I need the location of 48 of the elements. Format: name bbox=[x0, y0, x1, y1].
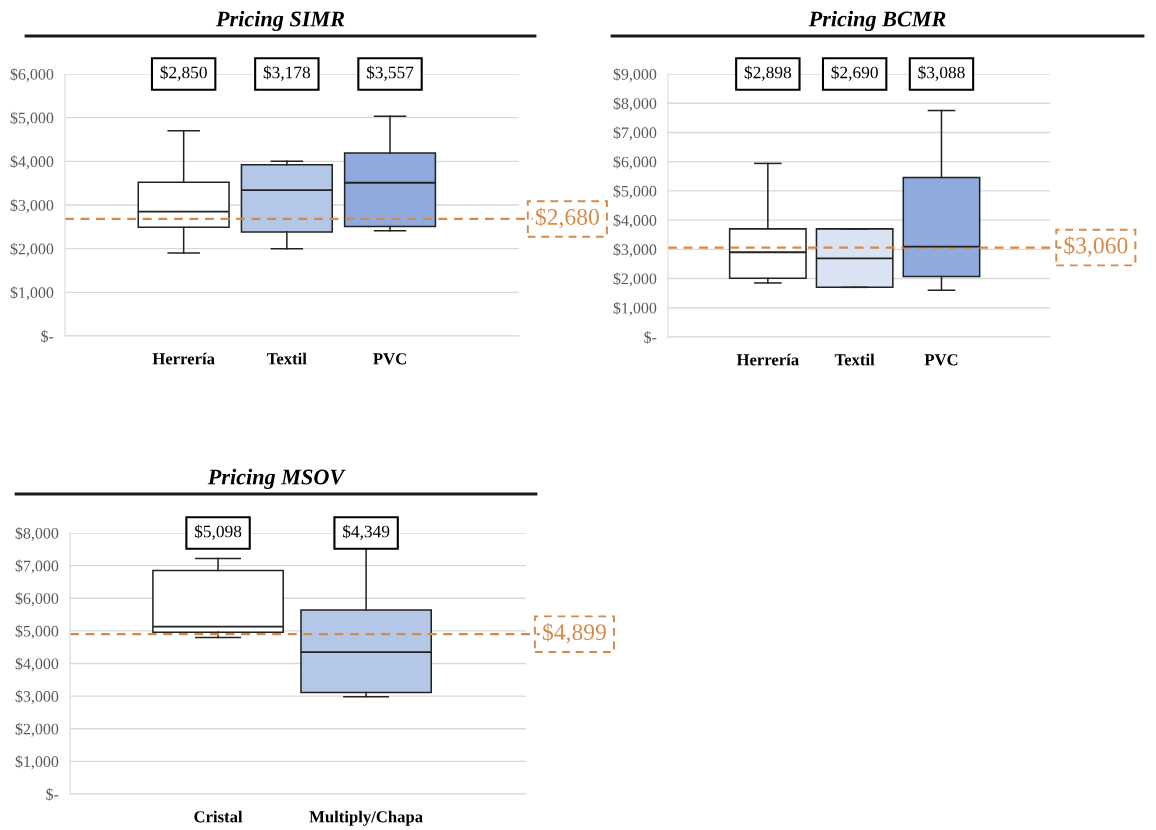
y-tick-label: $3,000 bbox=[10, 198, 54, 213]
y-tick-label: $2,000 bbox=[10, 242, 54, 257]
y-tick-label: $8,000 bbox=[15, 526, 59, 541]
text: $2,850 bbox=[160, 65, 207, 81]
ref-line-label: $3,060 bbox=[1064, 236, 1128, 257]
y-tick-label: $1,000 bbox=[613, 301, 657, 316]
y-tick-label: $7,000 bbox=[613, 126, 657, 141]
ref-line-label: $4,899 bbox=[542, 622, 606, 644]
x-tick-label: Herrería bbox=[152, 352, 215, 365]
y-tick-label: $- bbox=[41, 329, 54, 343]
x-tick-label: Textil bbox=[834, 353, 875, 366]
y-tick-label: $2,000 bbox=[613, 272, 657, 287]
y-tick-label: $- bbox=[46, 787, 59, 801]
text: $2,690 bbox=[831, 65, 878, 81]
x-tick-label: Multiply/Chapa bbox=[309, 810, 423, 826]
ref-line-label: $2,680 bbox=[535, 207, 599, 229]
y-tick-label: $6,000 bbox=[613, 155, 657, 170]
y-tick-label: $5,000 bbox=[613, 184, 657, 199]
y-tick-label: $- bbox=[644, 330, 657, 344]
y-tick-label: $7,000 bbox=[15, 559, 59, 574]
x-tick-label: PVC bbox=[924, 354, 958, 366]
y-tick-label: $5,000 bbox=[10, 111, 54, 126]
y-tick-label: $6,000 bbox=[15, 592, 59, 607]
chart-title: Pricing BCMR bbox=[808, 10, 946, 31]
text: $3,557 bbox=[366, 65, 414, 81]
text: $4,349 bbox=[342, 524, 390, 540]
text: $2,898 bbox=[744, 65, 792, 81]
y-tick-label: $1,000 bbox=[10, 286, 54, 301]
text: $5,098 bbox=[194, 524, 242, 540]
x-tick-label: Herrería bbox=[736, 353, 799, 366]
text: $3,178 bbox=[263, 65, 311, 81]
y-tick-label: $8,000 bbox=[613, 97, 657, 112]
y-tick-label: $6,000 bbox=[10, 67, 54, 82]
chart-title: Pricing MSOV bbox=[207, 468, 346, 489]
x-tick-label: Cristal bbox=[194, 810, 243, 823]
y-tick-label: $9,000 bbox=[613, 67, 657, 82]
y-tick-label: $3,000 bbox=[613, 243, 657, 258]
y-tick-label: $4,000 bbox=[613, 214, 657, 229]
y-tick-label: $1,000 bbox=[15, 755, 59, 770]
text: $3,088 bbox=[918, 65, 965, 81]
y-tick-label: $4,000 bbox=[15, 657, 59, 672]
y-tick-label: $4,000 bbox=[10, 155, 54, 170]
chart-title: Pricing SIMR bbox=[215, 10, 345, 31]
x-tick-label: PVC bbox=[373, 353, 406, 365]
y-tick-label: $3,000 bbox=[15, 690, 59, 705]
y-tick-label: $5,000 bbox=[15, 624, 59, 639]
x-tick-label: Textil bbox=[267, 352, 307, 365]
y-tick-label: $2,000 bbox=[15, 722, 59, 737]
